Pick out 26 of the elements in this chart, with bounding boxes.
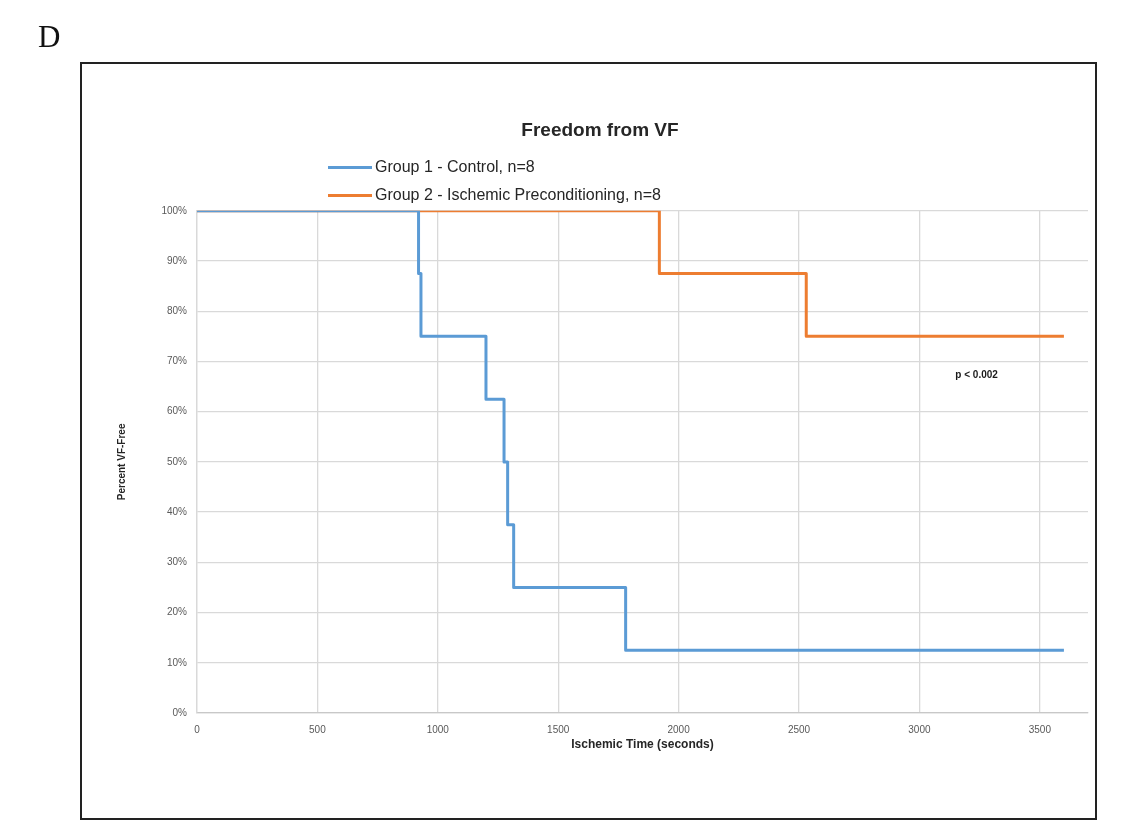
- y-tick-label: 10%: [166, 656, 188, 668]
- x-tick-label: 3500: [1028, 723, 1052, 735]
- y-tick-label: 60%: [166, 405, 188, 417]
- y-tick-label: 20%: [166, 606, 188, 618]
- x-tick-label: 0: [194, 723, 201, 735]
- x-tick-label: 2000: [667, 723, 691, 735]
- y-tick-label: 40%: [166, 505, 188, 517]
- annotation: p < 0.002: [955, 368, 999, 380]
- y-tick-label: 30%: [166, 556, 188, 568]
- legend-label: Group 2 - Ischemic Preconditioning, n=8: [375, 186, 661, 204]
- x-axis-title: Ischemic Time (seconds): [571, 737, 714, 752]
- y-tick-label: 90%: [166, 254, 188, 266]
- y-tick-label: 80%: [166, 304, 188, 316]
- legend-label: Group 1 - Control, n=8: [375, 158, 535, 176]
- y-tick-label: 50%: [166, 455, 188, 467]
- x-tick-label: 2500: [787, 723, 811, 735]
- y-tick-label: 70%: [166, 355, 188, 367]
- x-tick-label: 1500: [547, 723, 570, 735]
- x-tick-label: 3000: [908, 723, 931, 735]
- y-axis-title: Percent VF-Free: [115, 423, 127, 501]
- x-tick-label: 1000: [426, 723, 450, 735]
- y-tick-label: 100%: [161, 204, 188, 216]
- y-tick-label: 0%: [172, 706, 188, 718]
- chart-title: Freedom from VF: [521, 118, 679, 140]
- x-tick-label: 500: [309, 723, 327, 735]
- text: D: [38, 19, 61, 54]
